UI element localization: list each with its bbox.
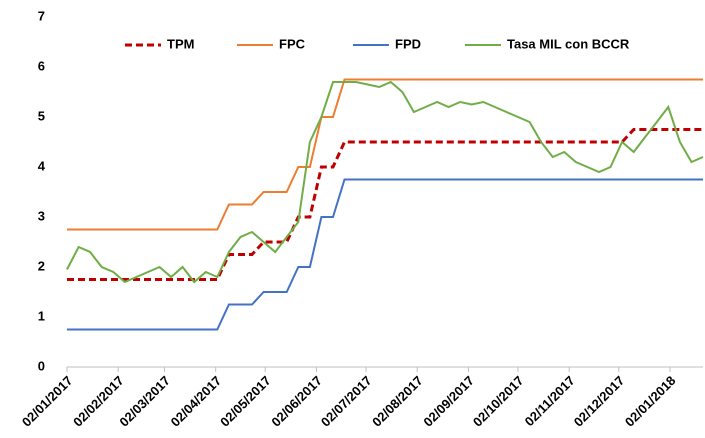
x-tick-label: 02/03/2017 bbox=[116, 373, 173, 430]
y-tick-label: 6 bbox=[38, 58, 45, 73]
y-tick-label: 0 bbox=[38, 358, 45, 373]
x-tick-label: 02/05/2017 bbox=[217, 373, 274, 430]
y-tick-label: 1 bbox=[38, 308, 45, 323]
series-line bbox=[67, 178, 703, 331]
legend-label: Tasa MIL con BCCR bbox=[507, 36, 630, 51]
legend-label: FPD bbox=[395, 36, 421, 51]
x-tick-label: 02/01/2018 bbox=[622, 373, 679, 430]
x-tick-label: 02/01/2017 bbox=[19, 373, 76, 430]
y-tick-label: 2 bbox=[38, 258, 45, 273]
x-tick-label: 02/04/2017 bbox=[168, 373, 225, 430]
series-line bbox=[66, 80, 704, 284]
y-tick-label: 4 bbox=[38, 158, 46, 173]
series-line bbox=[67, 128, 703, 281]
y-tick-label: 3 bbox=[38, 208, 45, 223]
legend-label: TPM bbox=[167, 36, 194, 51]
series-line bbox=[67, 78, 703, 231]
x-tick-label: 02/06/2017 bbox=[268, 373, 325, 430]
y-tick-label: 5 bbox=[38, 108, 45, 123]
x-tick-label: 02/11/2017 bbox=[522, 373, 578, 429]
x-tick-label: 02/12/2017 bbox=[571, 373, 628, 430]
x-tick-label: 02/08/2017 bbox=[369, 373, 426, 430]
legend-label: FPC bbox=[279, 36, 306, 51]
x-tick-label: 02/07/2017 bbox=[318, 373, 375, 430]
x-tick-label: 02/10/2017 bbox=[470, 373, 527, 430]
x-tick-label: 02/09/2017 bbox=[420, 373, 477, 430]
y-tick-label: 7 bbox=[38, 8, 45, 23]
